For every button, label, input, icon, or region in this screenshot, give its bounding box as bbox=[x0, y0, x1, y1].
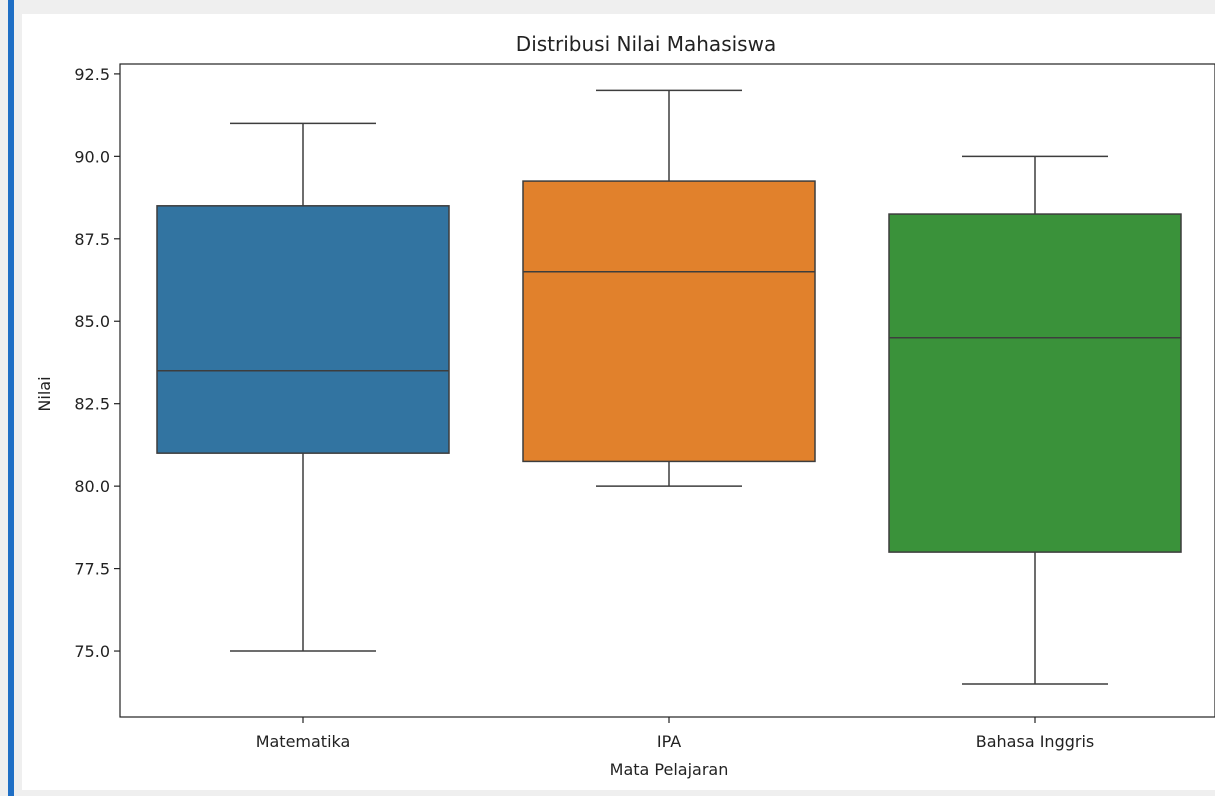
y-tick-label: 82.5 bbox=[74, 395, 110, 414]
boxplot-chart: Distribusi Nilai Mahasiswa 75.0 77.5 80.0 8… bbox=[35, 32, 1215, 779]
y-axis-label: Nilai bbox=[35, 376, 54, 411]
y-tick-label: 85.0 bbox=[74, 312, 110, 331]
y-tick-label: 75.0 bbox=[74, 642, 110, 661]
x-axis: Matematika IPA Bahasa Inggris bbox=[256, 717, 1094, 751]
chart-title: Distribusi Nilai Mahasiswa bbox=[516, 32, 776, 56]
cell-accent-bar bbox=[8, 0, 14, 796]
y-tick-label: 80.0 bbox=[74, 477, 110, 496]
x-axis-label: Mata Pelajaran bbox=[610, 760, 729, 779]
iqr-box bbox=[156, 205, 450, 454]
x-tick-label: Matematika bbox=[256, 732, 351, 751]
box-ipa bbox=[522, 89, 816, 487]
x-tick-label: Bahasa Inggris bbox=[976, 732, 1094, 751]
figure-area: Distribusi Nilai Mahasiswa 75.0 77.5 80.0 8… bbox=[22, 14, 1215, 790]
y-tick-label: 87.5 bbox=[74, 230, 110, 249]
y-tick-label: 90.0 bbox=[74, 147, 110, 166]
plot-area bbox=[156, 89, 1182, 685]
box-matematika bbox=[156, 122, 450, 652]
y-tick-label: 92.5 bbox=[74, 65, 110, 84]
box-bahasa-inggris bbox=[888, 155, 1182, 685]
y-axis: 75.0 77.5 80.0 82.5 85.0 87.5 90.0 92.5 bbox=[74, 65, 120, 661]
y-tick-label: 77.5 bbox=[74, 560, 110, 579]
plot-frame bbox=[119, 63, 1215, 718]
iqr-box bbox=[888, 213, 1182, 553]
iqr-box bbox=[522, 180, 816, 463]
x-tick-label: IPA bbox=[657, 732, 681, 751]
